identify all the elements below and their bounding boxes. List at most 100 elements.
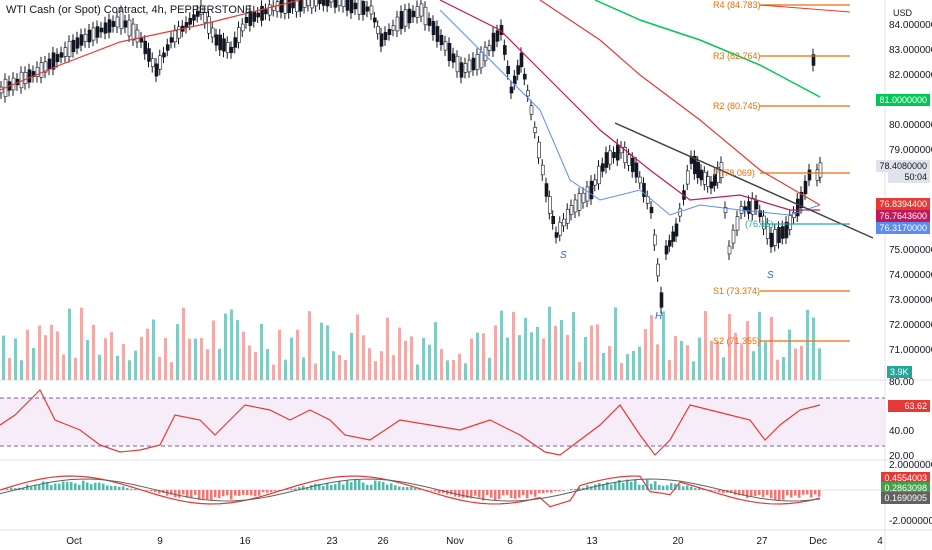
macd-histogram-bar [778,490,781,501]
volume-bar [386,317,389,380]
macd-histogram-bar [334,484,337,490]
candle [540,164,545,176]
volume-bar [416,364,419,380]
macd-histogram-bar [526,490,529,499]
macd-histogram-bar [554,490,557,492]
volume-bar [410,336,413,380]
candle [177,26,181,39]
volume-bar [188,338,191,380]
macd-histogram-bar [82,480,85,490]
volume-bar [134,350,137,380]
candle [419,3,424,17]
macd-histogram-bar [382,481,385,490]
macd-histogram-bar [754,490,757,497]
volume-bar [404,340,407,380]
macd-histogram-bar [354,479,357,490]
candle [506,66,510,74]
volume-bar [512,311,515,380]
volume-bar [68,308,71,380]
macd-histogram-bar [622,482,625,490]
macd-histogram-bar [198,490,201,500]
volume-bar [698,337,701,380]
candle [784,221,789,239]
candle [365,6,370,12]
volume-bar [212,320,215,380]
macd-histogram-bar [670,482,673,490]
macd-histogram-bar [378,481,381,490]
rsi-axis-label: 20.00 [889,451,914,462]
volume-bar [452,360,455,380]
macd-histogram-bar [402,487,405,490]
candle [291,0,295,9]
macd-histogram-bar [286,489,289,490]
macd-histogram-bar [574,489,577,490]
candle [103,22,108,34]
macd-histogram-bar [22,487,25,490]
macd-histogram-bar [98,482,101,490]
macd-histogram-bar [410,486,413,490]
candle [207,16,211,34]
volume-bar [398,327,401,380]
candle [503,45,507,55]
candle [727,245,732,255]
candle [411,10,416,18]
volume-bar [92,324,95,380]
volume-bar [800,345,803,380]
candle [192,14,196,21]
macd-histogram-bar [662,485,665,490]
macd-histogram-bar [218,490,221,499]
volume-bar [182,307,185,380]
macd-histogram-bar [294,488,297,490]
volume-bar [716,341,719,380]
candle [638,176,643,184]
volume-bar [620,362,623,380]
macd-histogram-bar [190,490,193,498]
macd-histogram-bar [90,484,93,490]
macd-histogram-bar [578,487,581,490]
macd-histogram-bar [534,490,537,497]
macd-histogram-bar [650,483,653,490]
price-axis-label: 74.0000000 [889,270,932,281]
macd-histogram-bar [522,490,525,496]
macd-histogram-bar [206,490,209,500]
macd-histogram-bar [742,490,745,496]
candle [642,183,646,197]
candle [214,34,219,46]
volume-bar [776,359,779,380]
candle [723,207,728,213]
volume-bar [722,357,725,380]
volume-bar [56,331,59,380]
candle [754,200,759,210]
candle [210,27,215,38]
candle [383,31,388,41]
candle [558,221,563,236]
macd-histogram-bar [226,490,229,496]
macd-histogram-bar [366,484,369,490]
candle [551,215,555,225]
volume-bar [650,315,653,380]
volume-bar [782,356,785,380]
volume-bar [200,337,203,380]
volume-bar [242,331,245,380]
macd-histogram-bar [634,479,637,490]
volume-bar [74,357,77,380]
macd-histogram-bar [254,490,257,497]
macd-histogram-bar [234,490,237,496]
macd-histogram-bar [78,484,81,490]
rsi-axis-label: 80.00 [889,377,914,388]
candle [788,215,793,230]
macd-histogram-bar [646,479,649,490]
volume-bar [290,337,293,380]
macd-histogram-bar [550,490,553,493]
macd-histogram-bar [390,483,393,490]
macd-histogram-bar [490,490,493,498]
candle [513,75,517,85]
candle [649,206,654,214]
candle [523,73,527,80]
volume-bar [140,336,143,380]
candle [395,16,400,32]
price-axis-label: 82.0000000 [889,70,932,81]
time-axis-label: 27 [756,536,768,547]
